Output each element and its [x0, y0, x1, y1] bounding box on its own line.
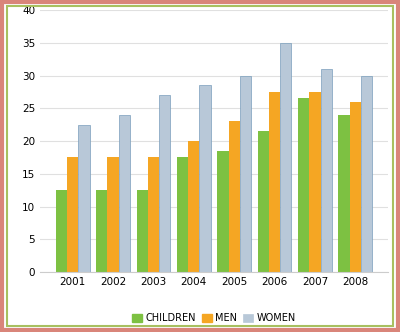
Legend: CHILDREN, MEN, WOMEN: CHILDREN, MEN, WOMEN [130, 311, 298, 325]
Bar [159, 95, 170, 272]
Bar [148, 157, 159, 272]
Bar [119, 115, 130, 272]
Bar [136, 190, 148, 272]
Bar [280, 43, 292, 272]
Bar [228, 122, 240, 272]
Bar [361, 76, 372, 272]
Bar [200, 85, 211, 272]
Bar [320, 69, 332, 272]
Bar [269, 92, 280, 272]
Bar [96, 190, 108, 272]
Bar [177, 157, 188, 272]
Bar [240, 76, 251, 272]
Bar [298, 99, 309, 272]
Bar [67, 157, 78, 272]
Bar [78, 125, 90, 272]
Bar [309, 92, 320, 272]
Bar [217, 151, 228, 272]
Bar [350, 102, 361, 272]
Bar [338, 115, 350, 272]
Bar [188, 141, 200, 272]
Bar [258, 131, 269, 272]
Bar [108, 157, 119, 272]
Bar [56, 190, 67, 272]
